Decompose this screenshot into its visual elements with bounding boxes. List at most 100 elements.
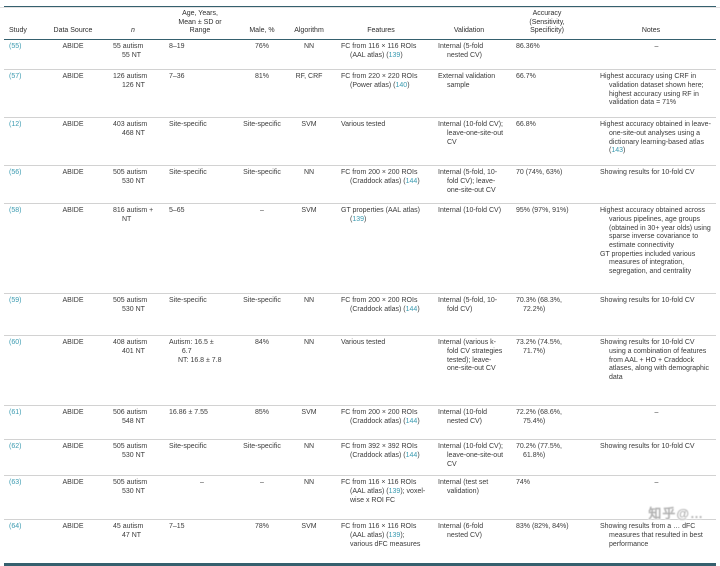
cell-validation: Internal (6-fold nested CV) — [430, 519, 508, 566]
cell-age: 8–19 — [162, 39, 238, 71]
cell-source: ABIDE — [42, 335, 104, 407]
table-header: Study Data Source n Age, Years, Mean ± S… — [4, 6, 716, 41]
cell-validation: Internal (10-fold CV); leave-one-site-ou… — [430, 117, 508, 167]
study-citation-link[interactable]: (57) — [9, 73, 22, 81]
cell-study: (12) — [4, 117, 42, 167]
study-citation-link[interactable]: (58) — [9, 207, 22, 215]
cell-accuracy: 73.2% (74.5%, 71.7%) — [508, 335, 586, 407]
citation-ref[interactable]: 139 — [388, 51, 401, 59]
cell-n: 505 autism 530 NT — [104, 293, 162, 337]
cell-features: Various tested — [332, 117, 430, 167]
study-citation-link[interactable]: (12) — [9, 121, 22, 129]
cell-validation: Internal (test set validation) — [430, 475, 508, 521]
cell-algorithm: SVM — [286, 405, 332, 441]
col-header-study: Study — [4, 6, 42, 41]
cell-n: 408 autism 401 NT — [104, 335, 162, 407]
table-row: (60) ABIDE 408 autism 401 NT Autism: 16.5 ±… — [4, 335, 716, 407]
cell-source: ABIDE — [42, 519, 104, 566]
cell-algorithm: NN — [286, 293, 332, 337]
cell-accuracy: 70 (74%, 63%) — [508, 165, 586, 205]
cell-validation: Internal (5-fold, 10-fold CV) — [430, 293, 508, 337]
citation-ref[interactable]: 140 — [395, 81, 408, 89]
paper-table-page: Study Data Source n Age, Years, Mean ± S… — [0, 6, 720, 566]
cell-algorithm: NN — [286, 39, 332, 71]
cell-source: ABIDE — [42, 293, 104, 337]
col-header-age: Age, Years, Mean ± SD or Range — [162, 6, 238, 41]
cell-age: Site-specific — [162, 165, 238, 205]
col-header-algorithm: Algorithm — [286, 6, 332, 41]
study-citation-link[interactable]: (59) — [9, 297, 22, 305]
study-citation-link[interactable]: (61) — [9, 409, 22, 417]
cell-study: (62) — [4, 439, 42, 477]
cell-notes: Showing results for 10-fold CV — [586, 165, 716, 205]
studies-table: Study Data Source n Age, Years, Mean ± S… — [4, 6, 716, 566]
citation-ref[interactable]: 144 — [405, 305, 418, 313]
cell-age: 7–36 — [162, 69, 238, 119]
cell-male: – — [238, 203, 286, 295]
table-row: (64) ABIDE 45 autism 47 NT 7–15 78% SVM FC fro… — [4, 519, 716, 566]
cell-male: 81% — [238, 69, 286, 119]
study-citation-link[interactable]: (55) — [9, 43, 22, 51]
study-citation-link[interactable]: (64) — [9, 523, 22, 531]
table-row: (12) ABIDE 403 autism 468 NT Site-specific S… — [4, 117, 716, 167]
col-header-features: Features — [332, 6, 430, 41]
cell-age: 16.86 ± 7.55 — [162, 405, 238, 441]
citation-ref[interactable]: 139 — [388, 531, 401, 539]
cell-algorithm: NN — [286, 475, 332, 521]
table-row: (55) ABIDE 55 autism 55 NT 8–19 76% NN FC from… — [4, 39, 716, 71]
cell-notes: Highest accuracy using CRF in validation… — [586, 69, 716, 119]
cell-n: 506 autism 548 NT — [104, 405, 162, 441]
cell-study: (58) — [4, 203, 42, 295]
cell-age: 5–65 — [162, 203, 238, 295]
cell-accuracy: 72.2% (68.6%, 75.4%) — [508, 405, 586, 441]
cell-accuracy: 86.36% — [508, 39, 586, 71]
table-row: (62) ABIDE 505 autism 530 NT Site-specific S… — [4, 439, 716, 477]
cell-age: – — [162, 475, 238, 521]
cell-validation: Internal (5-fold nested CV) — [430, 39, 508, 71]
table-row: (59) ABIDE 505 autism 530 NT Site-specific S… — [4, 293, 716, 337]
cell-male: – — [238, 475, 286, 521]
citation-ref[interactable]: 144 — [405, 177, 418, 185]
cell-features: FC from 116 × 116 ROIs (AAL atlas) (139)… — [332, 519, 430, 566]
study-citation-link[interactable]: (63) — [9, 479, 22, 487]
cell-algorithm: SVM — [286, 203, 332, 295]
cell-n: 505 autism 530 NT — [104, 165, 162, 205]
citation-ref[interactable]: 139 — [388, 487, 401, 495]
cell-features: FC from 200 × 200 ROIs (Craddock atlas) … — [332, 165, 430, 205]
cell-features: FC from 220 × 220 ROIs (Power atlas) (14… — [332, 69, 430, 119]
cell-study: (56) — [4, 165, 42, 205]
cell-male: Site-specific — [238, 439, 286, 477]
col-header-data-source: Data Source — [42, 6, 104, 41]
cell-study: (60) — [4, 335, 42, 407]
cell-study: (57) — [4, 69, 42, 119]
citation-ref[interactable]: 144 — [405, 417, 418, 425]
study-citation-link[interactable]: (62) — [9, 443, 22, 451]
cell-accuracy: 66.7% — [508, 69, 586, 119]
cell-study: (61) — [4, 405, 42, 441]
citation-ref[interactable]: 144 — [405, 451, 418, 459]
cell-male: Site-specific — [238, 293, 286, 337]
cell-algorithm: SVM — [286, 117, 332, 167]
cell-accuracy: 70.3% (68.3%, 72.2%) — [508, 293, 586, 337]
study-citation-link[interactable]: (56) — [9, 169, 22, 177]
cell-source: ABIDE — [42, 405, 104, 441]
cell-algorithm: NN — [286, 335, 332, 407]
table-row: (56) ABIDE 505 autism 530 NT Site-specific S… — [4, 165, 716, 205]
cell-validation: Internal (various k-fold CV strategies t… — [430, 335, 508, 407]
citation-ref[interactable]: 143 — [611, 147, 624, 155]
cell-n: 45 autism 47 NT — [104, 519, 162, 566]
cell-notes: Showing results for 10-fold CV using a c… — [586, 335, 716, 407]
cell-algorithm: NN — [286, 165, 332, 205]
cell-validation: Internal (10-fold CV) — [430, 203, 508, 295]
cell-male: Site-specific — [238, 117, 286, 167]
study-citation-link[interactable]: (60) — [9, 339, 22, 347]
cell-study: (59) — [4, 293, 42, 337]
cell-n: 55 autism 55 NT — [104, 39, 162, 71]
cell-study: (63) — [4, 475, 42, 521]
citation-ref[interactable]: 139 — [352, 215, 365, 223]
table-row: (61) ABIDE 506 autism 548 NT 16.86 ± 7.55 85… — [4, 405, 716, 441]
cell-features: FC from 200 × 200 ROIs (Craddock atlas) … — [332, 293, 430, 337]
cell-source: ABIDE — [42, 69, 104, 119]
cell-accuracy: 70.2% (77.5%, 61.8%) — [508, 439, 586, 477]
table-row: (57) ABIDE 126 autism 126 NT 7–36 81% RF, CRF… — [4, 69, 716, 119]
